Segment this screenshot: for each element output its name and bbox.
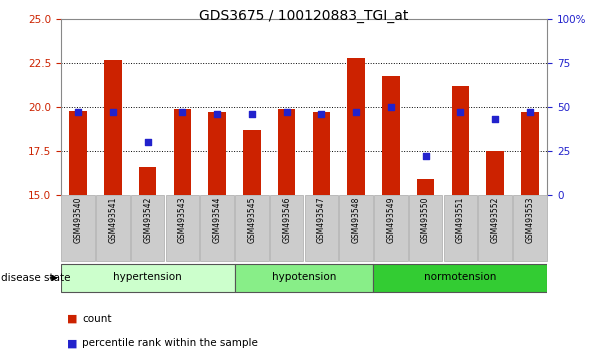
Bar — [347, 58, 365, 195]
Bar — [452, 86, 469, 195]
FancyBboxPatch shape — [373, 263, 547, 292]
Bar — [278, 109, 295, 195]
Bar — [69, 110, 87, 195]
Bar — [417, 179, 434, 195]
Text: GSM493543: GSM493543 — [178, 197, 187, 243]
Point — [247, 111, 257, 117]
Point — [212, 111, 222, 117]
Text: GSM493544: GSM493544 — [213, 197, 222, 243]
Point — [455, 109, 465, 115]
Text: GSM493541: GSM493541 — [108, 197, 117, 243]
FancyBboxPatch shape — [166, 195, 199, 261]
FancyBboxPatch shape — [61, 263, 235, 292]
Text: GSM493550: GSM493550 — [421, 197, 430, 243]
Bar — [139, 167, 156, 195]
FancyBboxPatch shape — [339, 195, 373, 261]
Bar — [209, 112, 226, 195]
FancyBboxPatch shape — [201, 195, 234, 261]
Point — [351, 109, 361, 115]
FancyBboxPatch shape — [61, 195, 95, 261]
Text: GSM493546: GSM493546 — [282, 197, 291, 243]
FancyBboxPatch shape — [374, 195, 407, 261]
Text: GDS3675 / 100120883_TGI_at: GDS3675 / 100120883_TGI_at — [199, 9, 409, 23]
FancyBboxPatch shape — [409, 195, 442, 261]
FancyBboxPatch shape — [235, 263, 373, 292]
Bar — [104, 60, 122, 195]
Text: GSM493542: GSM493542 — [143, 197, 152, 243]
Text: percentile rank within the sample: percentile rank within the sample — [82, 338, 258, 348]
Text: GSM493552: GSM493552 — [491, 197, 500, 243]
FancyBboxPatch shape — [305, 195, 338, 261]
FancyBboxPatch shape — [513, 195, 547, 261]
Text: normotension: normotension — [424, 272, 497, 282]
Bar — [486, 151, 504, 195]
Text: GSM493545: GSM493545 — [247, 197, 257, 243]
Bar — [174, 109, 191, 195]
Point — [317, 111, 326, 117]
Point — [108, 109, 118, 115]
Text: ■: ■ — [67, 338, 77, 348]
Text: ■: ■ — [67, 314, 77, 324]
Point — [282, 109, 291, 115]
Point — [421, 153, 430, 159]
Point — [525, 109, 534, 115]
Text: GSM493553: GSM493553 — [525, 197, 534, 243]
FancyBboxPatch shape — [131, 195, 164, 261]
Bar — [521, 112, 539, 195]
FancyBboxPatch shape — [235, 195, 269, 261]
Text: GSM493540: GSM493540 — [74, 197, 83, 243]
Bar — [243, 130, 261, 195]
Point — [490, 116, 500, 122]
FancyBboxPatch shape — [444, 195, 477, 261]
FancyBboxPatch shape — [270, 195, 303, 261]
Text: disease state: disease state — [1, 273, 71, 283]
FancyBboxPatch shape — [96, 195, 130, 261]
Text: hypertension: hypertension — [113, 272, 182, 282]
Text: GSM493549: GSM493549 — [386, 197, 395, 243]
Point — [143, 139, 153, 145]
Text: GSM493551: GSM493551 — [456, 197, 465, 243]
Text: GSM493547: GSM493547 — [317, 197, 326, 243]
FancyBboxPatch shape — [478, 195, 512, 261]
Point — [386, 104, 396, 110]
Text: count: count — [82, 314, 112, 324]
Point — [178, 109, 187, 115]
Point — [74, 109, 83, 115]
Bar — [313, 112, 330, 195]
Text: hypotension: hypotension — [272, 272, 336, 282]
Bar — [382, 75, 399, 195]
Text: GSM493548: GSM493548 — [351, 197, 361, 243]
